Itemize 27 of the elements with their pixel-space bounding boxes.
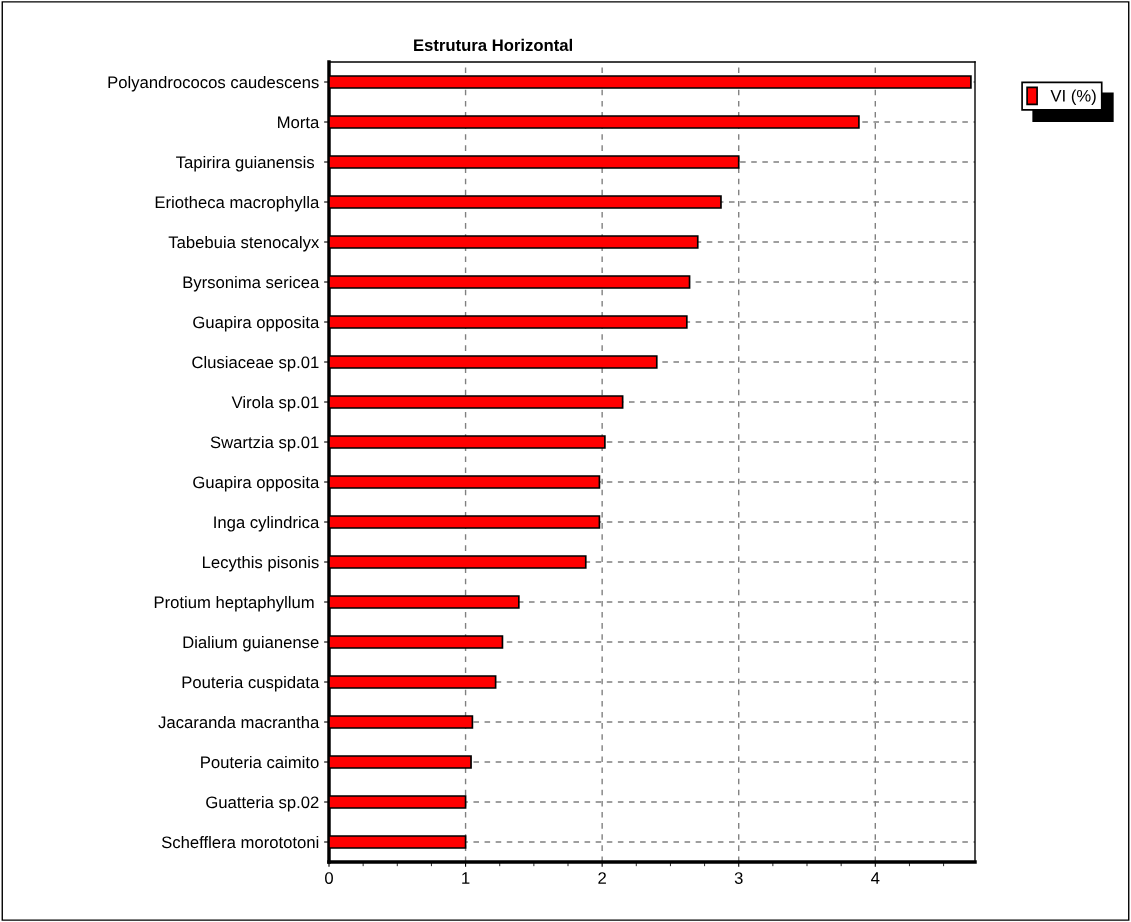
y-tick-label: Guapira opposita	[193, 475, 320, 492]
y-tick-label: Morta	[278, 116, 320, 129]
chart-title: Estrutura Horizontal	[414, 38, 572, 52]
y-tick-label: Swartzia sp.01	[210, 435, 319, 452]
x-tick-label: 1	[462, 872, 470, 884]
y-tick-label: Polyandrococos caudescens	[108, 75, 319, 92]
x-tick-label: 2	[598, 872, 606, 884]
y-tick-label: Protium heptaphyllum	[154, 595, 314, 612]
y-tick-label: Inga cylindrica	[214, 515, 320, 532]
y-tick-label: Tabebuia stenocalyx	[168, 235, 320, 252]
y-tick-label: Clusiaceae sp.01	[192, 355, 319, 372]
y-tick-label: Pouteria caimito	[201, 755, 319, 769]
x-tick-label: 0	[325, 872, 333, 884]
y-tick-label: Schefflera morototoni	[161, 835, 319, 849]
y-tick-label: Tapirira guianensis	[176, 155, 315, 172]
x-tick-label: 4	[871, 872, 880, 884]
y-tick-label: Dialium guianense	[183, 635, 319, 652]
y-tick-label: Eriotheca macrophylla	[155, 195, 320, 212]
y-tick-label: Pouteria cuspidata	[182, 675, 320, 692]
legend-label: VI (%)	[1050, 89, 1096, 105]
y-tick-label: Virola sp.01	[231, 395, 319, 412]
y-tick-label: Jacaranda macrantha	[158, 715, 320, 729]
y-tick-label: Guatteria sp.02	[206, 795, 319, 812]
x-tick-label: 3	[734, 872, 743, 884]
y-tick-label: Lecythis pisonis	[203, 555, 319, 572]
y-tick-label: Byrsonima sericea	[183, 275, 320, 292]
y-tick-label: Guapira opposita	[193, 315, 320, 332]
